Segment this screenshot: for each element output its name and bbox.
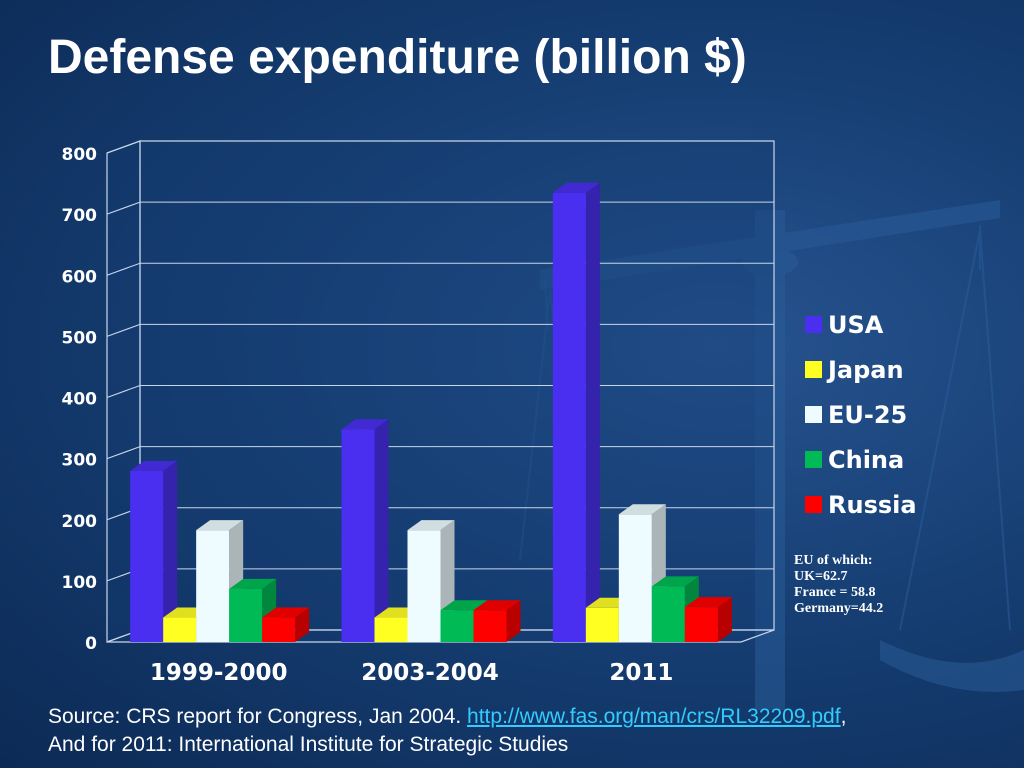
bar-top xyxy=(473,600,521,611)
source-line-1: Source: CRS report for Congress, Jan 200… xyxy=(48,703,846,731)
chart-bars xyxy=(130,182,732,642)
legend-item-japan: Japan xyxy=(805,347,917,392)
bar-side xyxy=(717,597,732,642)
bar-front xyxy=(552,192,586,642)
source-suffix: , xyxy=(840,705,847,728)
bar-side xyxy=(506,600,521,642)
legend-swatch-china xyxy=(805,451,822,468)
bar xyxy=(229,578,277,642)
source-line-2: And for 2011: International Institute fo… xyxy=(48,733,569,756)
eu-breakdown-note: EU of which: UK=62.7 France = 58.8 Germa… xyxy=(794,553,883,617)
bar-front xyxy=(374,617,408,642)
legend-item-eu25: EU-25 xyxy=(805,392,917,437)
bar-front xyxy=(440,610,474,642)
bar-top xyxy=(552,182,600,193)
x-tick-label: 2011 xyxy=(609,660,673,686)
bar-front xyxy=(618,514,652,642)
bar xyxy=(262,607,310,642)
bar-top xyxy=(341,419,389,430)
eu-note-line: Germany=44.2 xyxy=(794,601,884,616)
bar-side xyxy=(295,607,310,642)
chart-labels: 0 100 200 300 400 500 600 700 800 1999-2000 2003-2… xyxy=(62,145,674,686)
bar-top xyxy=(229,578,277,589)
bar-front xyxy=(196,530,230,642)
bar-side xyxy=(374,419,389,642)
y-tick-label: 400 xyxy=(62,390,98,410)
eu-note-line: UK=62.7 xyxy=(794,569,848,584)
y-tick-label: 800 xyxy=(62,145,98,165)
bar-front xyxy=(684,607,718,642)
legend-item-usa: USA xyxy=(805,302,917,347)
eu-note-line: France = 58.8 xyxy=(794,585,876,600)
y-tick-label: 700 xyxy=(62,206,98,226)
slide-title: Defense expenditure (billion $) xyxy=(48,31,747,84)
bar-front xyxy=(262,617,296,642)
bar-front xyxy=(341,429,375,642)
source-prefix: Source: CRS report for Congress, Jan 200… xyxy=(48,705,468,728)
x-tick-label: 2003-2004 xyxy=(361,660,499,686)
bar xyxy=(552,182,600,642)
x-tick-label: 1999-2000 xyxy=(150,660,288,686)
source-link[interactable]: http://www.fas.org/man/crs/RL32209.pdf xyxy=(467,705,841,728)
bar-front xyxy=(163,617,197,642)
y-tick-label: 500 xyxy=(62,328,98,348)
eu-note-line: EU of which: xyxy=(794,553,873,568)
bar-front xyxy=(473,610,507,642)
bar-top xyxy=(440,600,488,611)
bar-side xyxy=(585,182,600,642)
bar-front xyxy=(229,588,263,642)
bar-top xyxy=(618,504,666,515)
bar-front xyxy=(585,607,619,642)
legend-swatch-usa xyxy=(805,316,822,333)
gridline xyxy=(106,140,774,154)
legend-item-china: China xyxy=(805,437,917,482)
bar-top xyxy=(130,460,178,471)
y-tick-label: 200 xyxy=(62,512,98,532)
bar-top xyxy=(262,607,310,618)
bar-side xyxy=(163,460,178,642)
bar-top xyxy=(684,597,732,608)
legend-label-china: China xyxy=(828,445,905,474)
legend-label-japan: Japan xyxy=(828,355,904,384)
y-tick-label: 600 xyxy=(62,267,98,287)
y-tick-label: 0 xyxy=(85,634,97,654)
bar xyxy=(341,419,389,642)
legend-label-russia: Russia xyxy=(828,490,917,519)
bar xyxy=(473,600,521,642)
legend-swatch-eu25 xyxy=(805,406,822,423)
legend-swatch-japan xyxy=(805,361,822,378)
legend-swatch-russia xyxy=(805,496,822,513)
source-note: Source: CRS report for Congress, Jan 200… xyxy=(48,703,846,759)
legend-label-usa: USA xyxy=(828,310,884,339)
legend-item-russia: Russia xyxy=(805,482,917,527)
legend-label-eu25: EU-25 xyxy=(828,400,908,429)
bar-top xyxy=(196,520,244,531)
bar-front xyxy=(407,530,441,642)
bar xyxy=(684,597,732,642)
chart-legend: USA Japan EU-25 China Russia xyxy=(805,302,917,527)
bar-front xyxy=(130,470,164,642)
bar xyxy=(130,460,178,642)
y-tick-label: 300 xyxy=(62,451,98,471)
bar-top xyxy=(651,576,699,587)
bar-front xyxy=(651,586,685,642)
bar-top xyxy=(407,520,455,531)
y-tick-label: 100 xyxy=(62,573,98,593)
